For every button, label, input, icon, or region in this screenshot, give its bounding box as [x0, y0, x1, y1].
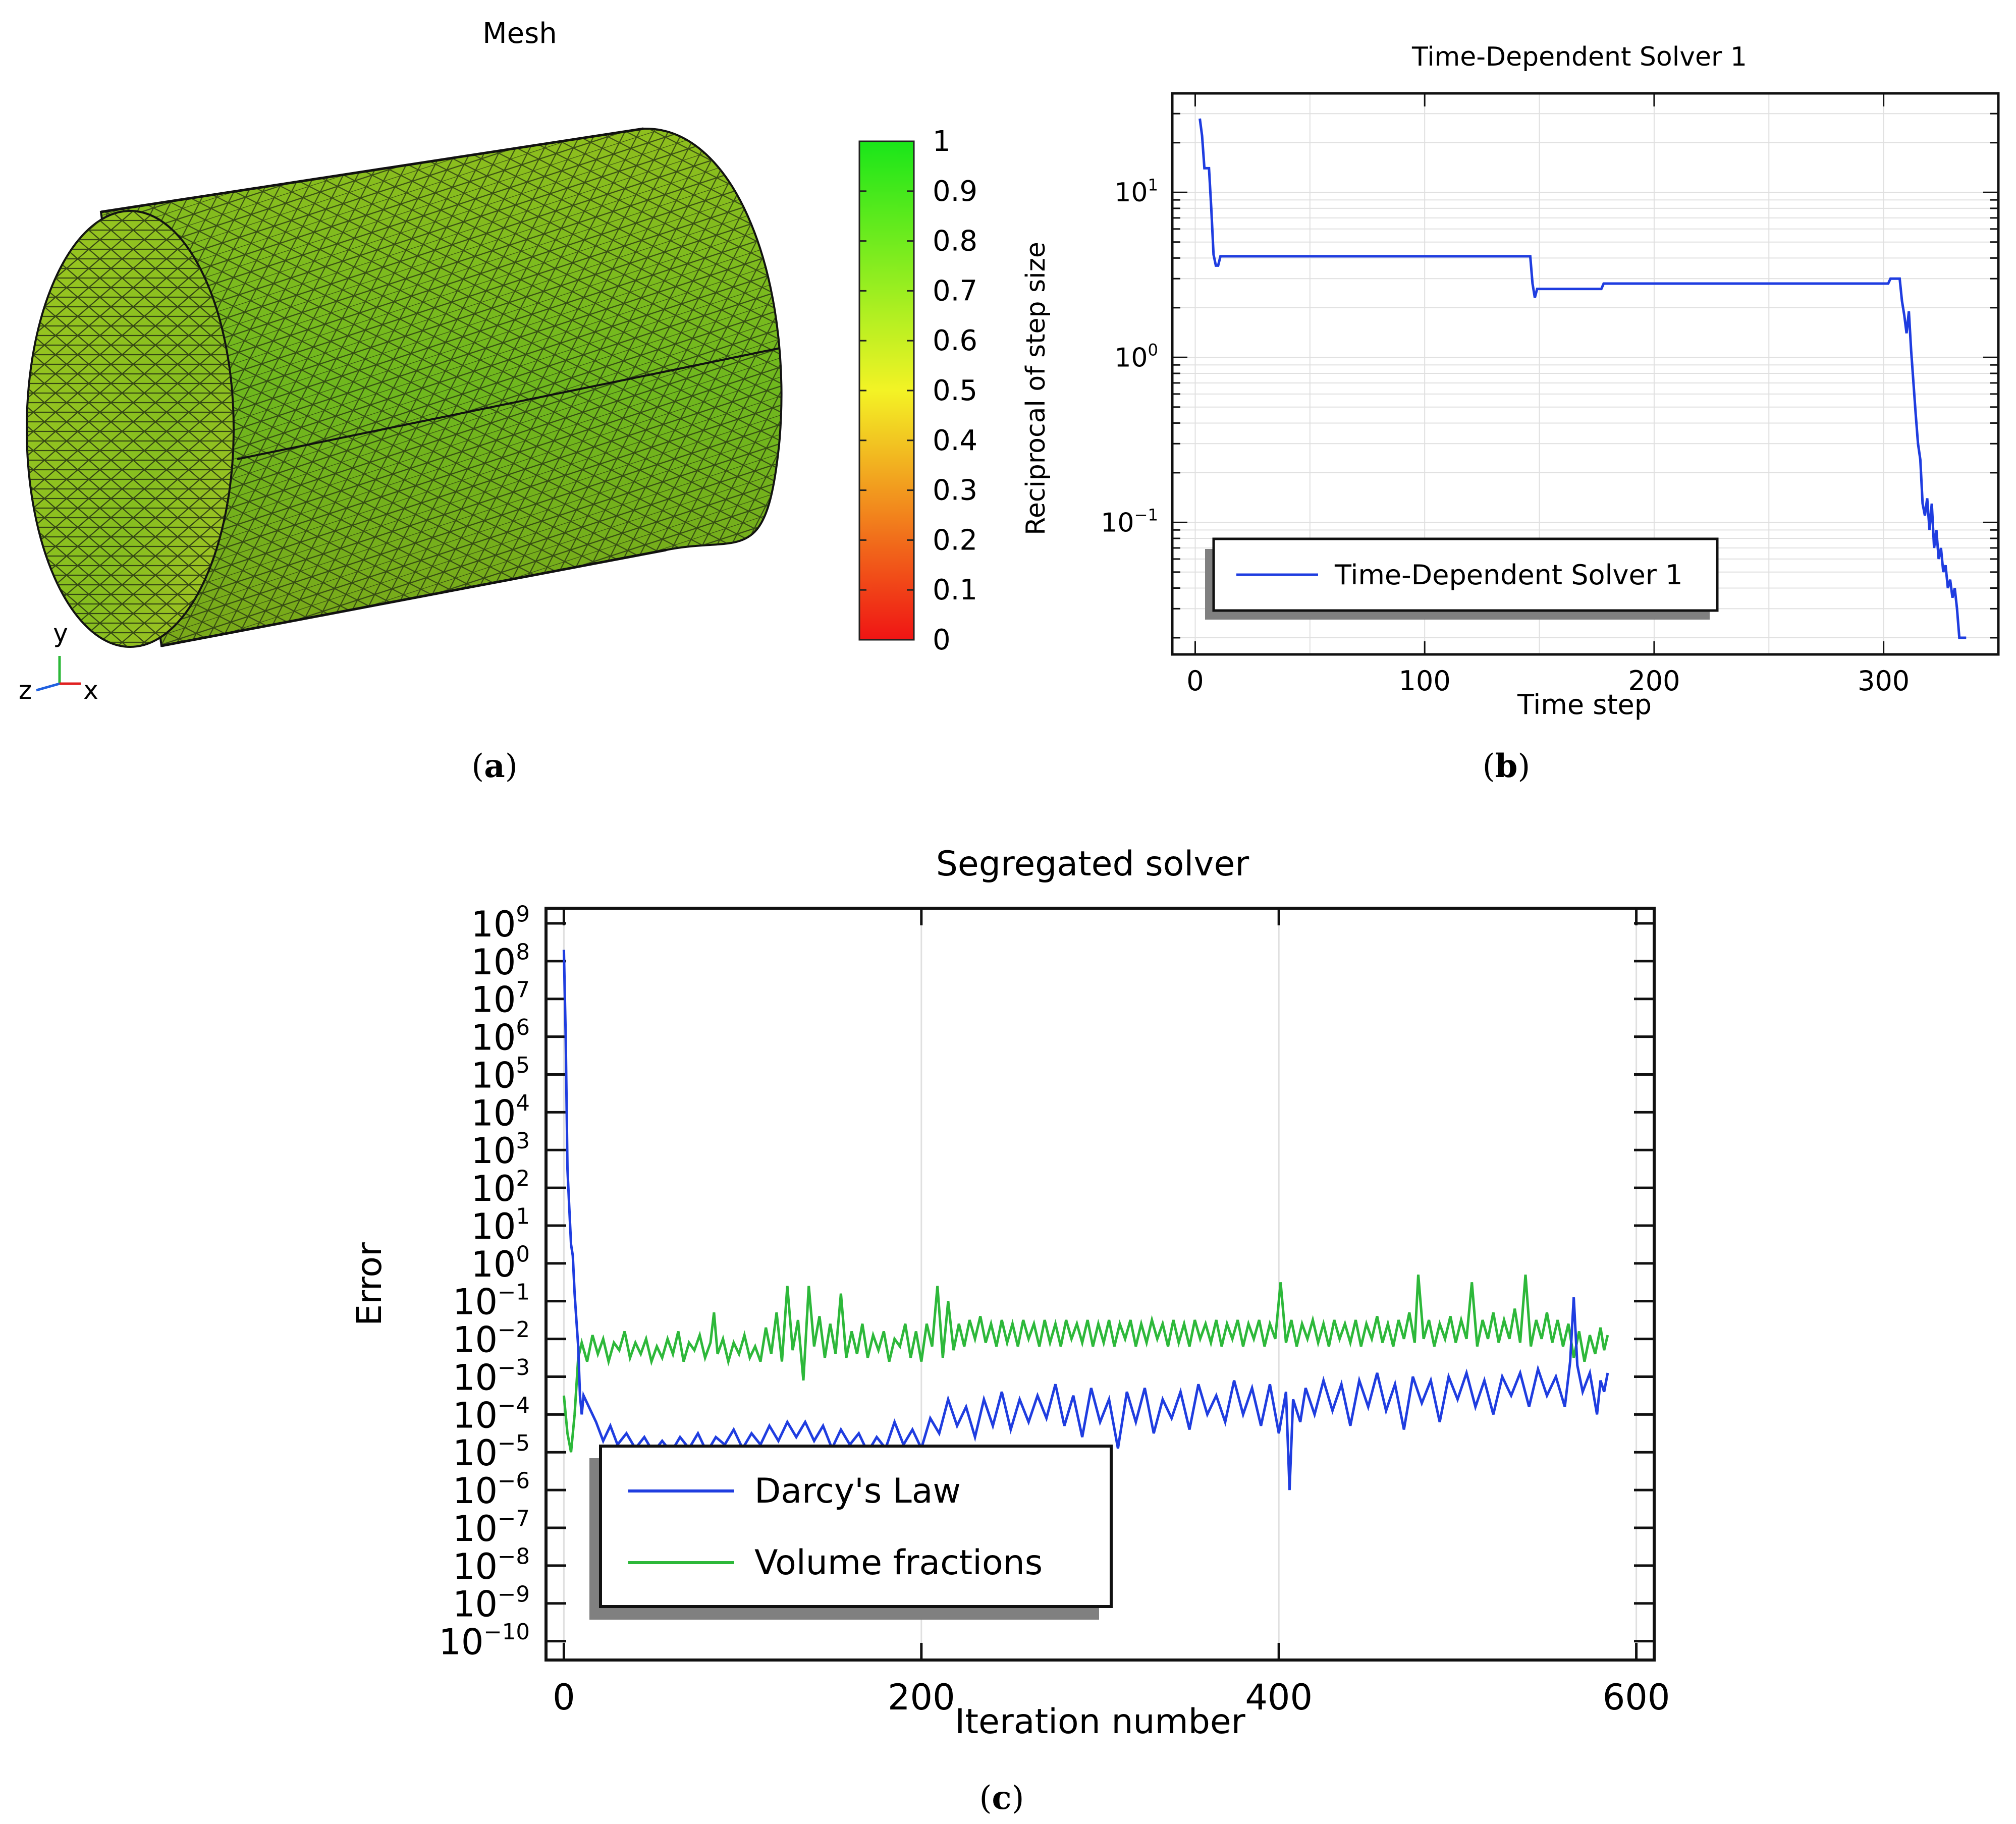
cylinder-bottom-edge [161, 548, 667, 647]
colorbar-tick-label: 0.1 [933, 574, 977, 606]
panel-b-legend: Time-Dependent Solver 1 [1205, 537, 1719, 620]
panel-c-xtick-label: 400 [1245, 1677, 1313, 1718]
caption-c: (c) [979, 1779, 1024, 1817]
caption-a: (a) [471, 747, 517, 785]
series-darcys-law [562, 950, 1609, 1490]
panel-c-ytick-label: 107 [471, 977, 530, 1020]
panel-c-ytick-label: 10−3 [453, 1355, 530, 1398]
panel-c-ytick-label: 10−8 [453, 1544, 530, 1587]
series-volume-fractions [562, 1275, 1609, 1453]
colorbar-tick-label: 0.5 [933, 374, 977, 407]
colorbar-gradient [858, 140, 915, 641]
colorbar-tick-label: 0.2 [933, 524, 977, 557]
panel-c-ytick-label: 10−1 [453, 1280, 530, 1322]
colorbar-tick-label: 0 [933, 624, 951, 656]
triad-z-axis [36, 682, 60, 692]
caption-a-letter: a [484, 747, 505, 785]
panel-b-xtick-label: 300 [1858, 665, 1910, 697]
panel-c-ytick-label: 10−7 [453, 1507, 530, 1550]
panel-b-legend-label: Time-Dependent Solver 1 [1334, 559, 1682, 591]
panel-c-xtick-label: 200 [888, 1677, 955, 1718]
colorbar-ticks: 1 0.9 0.8 0.7 0.6 0.5 0.4 0.3 0.2 0.1 0 [859, 125, 977, 656]
panel-c-xtick-label: 0 [553, 1677, 575, 1718]
legend-label-darcys-law: Darcy's Law [754, 1471, 961, 1511]
legend-label-volume-fractions: Volume fractions [754, 1543, 1043, 1583]
panel-b-ytick-label: 10−1 [1101, 506, 1158, 538]
colorbar-tick-label: 0.6 [933, 324, 977, 357]
panel-c-ytick-label: 10−2 [453, 1317, 530, 1360]
panel-c-legend: Darcy's Law Volume fractions [589, 1445, 1113, 1620]
colorbar-tick-label: 1 [933, 125, 951, 158]
caption-b: (b) [1483, 747, 1531, 785]
panel-c-ytick-label: 10−4 [453, 1393, 530, 1436]
triad-x-label: x [83, 676, 98, 705]
triad-y-label: y [53, 619, 68, 648]
panel-a: Mesh y z x 1 0.9 0.8 0.7 0.6 0.5 0.4 0.3 0.2 0.1 0… [19, 17, 1051, 785]
series-time-dependent-solver-1 [1198, 118, 1967, 639]
colorbar-tick-label: 0.7 [933, 274, 977, 307]
panel-c-ytick-label: 103 [471, 1129, 530, 1172]
panel-c-ytick-label: 10−5 [453, 1431, 530, 1474]
colorbar: 1 0.9 0.8 0.7 0.6 0.5 0.4 0.3 0.2 0.1 0 Reciprocal… [858, 125, 1051, 656]
colorbar-tick-label: 0.8 [933, 225, 977, 258]
panel-b-xtick-label: 0 [1186, 665, 1204, 697]
panel-b-xtick-label: 100 [1399, 665, 1451, 697]
cylinder-body-mesh [101, 128, 782, 646]
panel-c-ytick-label: 10−9 [453, 1582, 530, 1625]
colorbar-tick-label: 0.3 [933, 474, 977, 507]
panel-c-ytick-label: 10−6 [453, 1469, 530, 1512]
panel-a-title: Mesh [482, 17, 557, 50]
triad-z-label: z [19, 676, 32, 705]
panel-c-ytick-label: 108 [471, 939, 530, 982]
colorbar-label: Reciprocal of step size [1021, 242, 1051, 535]
panel-c-frame [544, 907, 1656, 1662]
panel-b-ytick-label: 101 [1114, 175, 1158, 208]
panel-c-ytick-label: 10−10 [439, 1620, 530, 1663]
cylinder-seam [237, 347, 780, 460]
panel-c: Segregated solver 0 200 400 600 109108107106… [350, 844, 1670, 1817]
caption-b-letter: b [1495, 747, 1518, 785]
mesh-cylinder [26, 127, 783, 648]
panel-c-xtick-label: 600 [1603, 1677, 1670, 1718]
panel-c-ytick-label: 105 [471, 1053, 530, 1096]
panel-b-ticks: 10−1 100 101 0 100 200 300 [1101, 93, 1998, 697]
panel-c-ytick-label: 104 [471, 1091, 530, 1134]
panel-c-title: Segregated solver [936, 844, 1249, 884]
panel-b-xtick-label: 200 [1628, 665, 1680, 697]
colorbar-tick-label: 0.4 [933, 424, 977, 457]
panel-b-ytick-label: 100 [1114, 340, 1158, 373]
panel-c-xlabel: Iteration number [955, 1702, 1245, 1742]
panel-c-ytick-label: 101 [471, 1204, 530, 1247]
panel-b: Time-Dependent Solver 1 10−1 100 101 0 100 20… [1101, 42, 2000, 785]
panel-c-ytick-label: 106 [471, 1015, 530, 1058]
panel-c-ytick-label: 100 [471, 1242, 530, 1285]
cylinder-top-edge [100, 127, 644, 213]
panel-b-xlabel: Time step [1517, 689, 1652, 721]
panel-c-ticks: 0 200 400 600 109108107106105104103102101100… [439, 902, 1670, 1718]
colorbar-tick-label: 0.9 [933, 175, 977, 208]
caption-c-letter: c [992, 1779, 1012, 1817]
panel-c-ylabel: Error [350, 1242, 390, 1326]
cylinder-end-cap-mesh [27, 211, 234, 647]
panel-b-title: Time-Dependent Solver 1 [1411, 42, 1747, 72]
panel-c-legend-box [599, 1445, 1113, 1608]
panel-c-ytick-label: 102 [471, 1167, 530, 1209]
axis-triad: y z x [19, 619, 98, 705]
panel-c-ytick-label: 109 [471, 902, 530, 945]
